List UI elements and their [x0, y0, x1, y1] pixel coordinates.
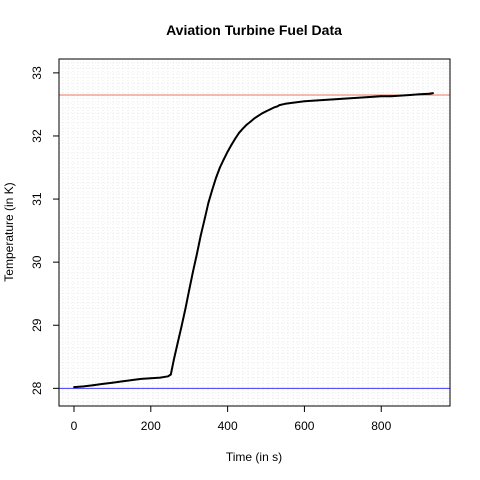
y-tick-label: 30 — [30, 255, 44, 269]
y-tick-label: 32 — [30, 129, 44, 143]
data-point — [184, 307, 187, 310]
y-axis: 28 29 30 31 32 33 — [30, 66, 59, 395]
data-point — [253, 117, 256, 120]
series-layer — [73, 92, 434, 389]
data-point — [222, 158, 225, 161]
data-point — [215, 176, 218, 179]
data-point — [226, 150, 229, 153]
data-point — [188, 289, 191, 291]
data-point — [82, 385, 85, 388]
chart-title: Aviation Turbine Fuel Data — [166, 22, 342, 38]
reference-lines — [59, 94, 450, 389]
data-point — [172, 359, 175, 361]
data-point — [284, 102, 287, 105]
data-point — [361, 96, 363, 99]
data-point — [219, 166, 221, 169]
y-tick-label: 29 — [30, 318, 44, 332]
data-point — [409, 94, 411, 96]
data-point — [418, 93, 421, 96]
x-tick-label: 200 — [141, 419, 161, 433]
data-point — [167, 375, 170, 378]
y-axis-label: Temperature (in K) — [2, 182, 16, 281]
data-point — [180, 325, 183, 328]
data-point — [159, 376, 162, 379]
x-axis-label: Time (in s) — [226, 450, 282, 464]
series-line-1 — [73, 92, 434, 389]
x-tick-label: 600 — [294, 419, 314, 433]
data-point — [130, 379, 133, 381]
data-point — [169, 373, 172, 376]
y-tick-label: 33 — [30, 66, 44, 80]
data-point — [249, 120, 252, 123]
data-point — [278, 104, 281, 106]
data-point — [176, 342, 179, 344]
data-point — [111, 381, 114, 384]
data-point — [121, 380, 123, 383]
data-point — [149, 377, 152, 380]
data-point — [207, 201, 210, 204]
data-point — [211, 188, 214, 191]
data-point — [341, 97, 344, 100]
data-point — [238, 131, 241, 134]
data-point — [245, 123, 248, 126]
x-axis: 0 200 400 600 800 — [71, 406, 392, 433]
data-point — [380, 95, 383, 98]
data-point — [196, 253, 198, 255]
data-point — [269, 108, 271, 111]
data-point — [351, 97, 354, 99]
data-point — [370, 96, 373, 98]
data-point — [265, 110, 267, 113]
data-point — [140, 378, 143, 380]
data-point — [261, 112, 264, 115]
x-tick-label: 0 — [71, 419, 78, 433]
data-point — [199, 234, 202, 237]
x-tick-label: 800 — [371, 419, 391, 433]
data-point — [272, 106, 275, 109]
data-point — [293, 101, 296, 104]
data-point — [203, 218, 206, 221]
data-point — [428, 92, 431, 95]
data-point — [399, 94, 402, 97]
data-point — [303, 100, 306, 103]
data-point — [432, 92, 434, 94]
x-tick-label: 400 — [218, 419, 238, 433]
y-tick-label: 31 — [30, 192, 44, 206]
data-point — [92, 384, 95, 387]
data-point — [313, 99, 315, 102]
grid — [59, 59, 450, 406]
data-point — [192, 270, 194, 273]
data-point — [257, 114, 260, 117]
plot-frame — [58, 58, 451, 407]
data-point — [332, 98, 335, 101]
data-point — [73, 386, 75, 388]
data-point — [276, 105, 279, 108]
data-point — [230, 143, 233, 146]
y-tick-label: 28 — [30, 381, 44, 395]
data-point — [322, 99, 325, 101]
data-point — [234, 137, 237, 140]
data-point — [242, 127, 244, 130]
data-point — [101, 383, 104, 385]
data-point — [390, 95, 392, 98]
